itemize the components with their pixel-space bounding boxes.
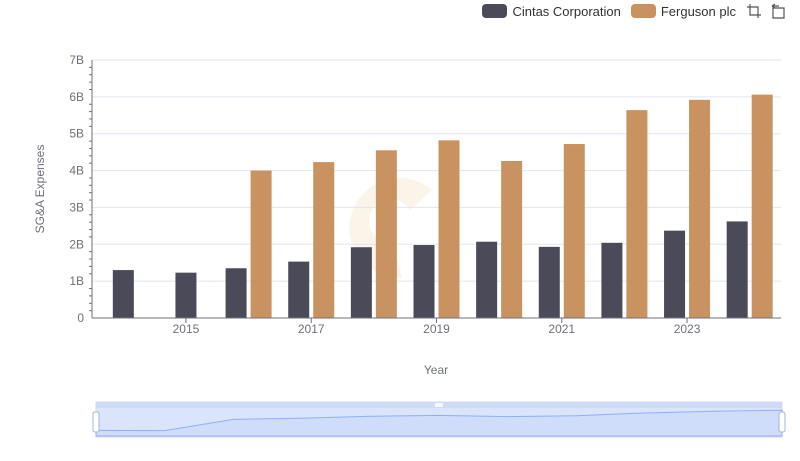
y-tick-label: 7B <box>69 53 84 67</box>
restore-icon[interactable] <box>770 3 786 19</box>
y-tick-label: 2B <box>69 237 84 251</box>
y-axis-title: SG&A Expenses <box>33 145 47 234</box>
y-tick-label: 4B <box>69 164 84 178</box>
x-tick-label: 2015 <box>173 322 200 336</box>
bar-ferguson-2023[interactable] <box>689 99 711 318</box>
legend-label-cintas: Cintas Corporation <box>512 3 621 19</box>
y-tick-label: 3B <box>69 200 84 214</box>
y-tick-label: 6B <box>69 90 84 104</box>
bar-cintas-2014[interactable] <box>112 270 134 318</box>
x-tick-label: 2023 <box>674 322 701 336</box>
chart-legend: Cintas Corporation Ferguson plc <box>482 3 786 19</box>
bar-ferguson-2017[interactable] <box>313 162 335 318</box>
data-zoom-slider[interactable] <box>92 401 786 438</box>
bar-ferguson-2018[interactable] <box>375 150 397 318</box>
x-tick-label: 2019 <box>423 322 450 336</box>
slider-handle-left[interactable] <box>92 411 100 433</box>
legend-swatch-ferguson <box>630 4 656 18</box>
bar-ferguson-2020[interactable] <box>501 160 523 318</box>
bar-cintas-2023[interactable] <box>664 230 686 318</box>
bar-ferguson-2016[interactable] <box>250 170 272 318</box>
bar-cintas-2016[interactable] <box>225 268 247 318</box>
x-tick-label: 2017 <box>298 322 325 336</box>
x-axis-title: Year <box>424 363 448 377</box>
chart-toolbox <box>746 3 786 19</box>
bar-ferguson-2019[interactable] <box>438 140 460 318</box>
bar-cintas-2015[interactable] <box>175 272 197 318</box>
slider-handle-right[interactable] <box>778 411 786 433</box>
y-tick-label: 5B <box>69 127 84 141</box>
bar-ferguson-2024[interactable] <box>751 94 773 318</box>
legend-item-ferguson[interactable]: Ferguson plc <box>630 3 736 19</box>
zoom-icon[interactable] <box>746 3 762 19</box>
bar-cintas-2020[interactable] <box>476 241 498 318</box>
bar-cintas-2022[interactable] <box>601 242 623 318</box>
slider-drag-handle[interactable] <box>435 403 443 407</box>
bar-cintas-2019[interactable] <box>413 245 435 318</box>
x-tick-label: 2021 <box>548 322 575 336</box>
bar-ferguson-2022[interactable] <box>626 110 648 318</box>
bar-cintas-2024[interactable] <box>726 221 748 318</box>
y-tick-label: 0 <box>77 311 84 325</box>
bar-cintas-2018[interactable] <box>350 247 372 318</box>
y-tick-label: 1B <box>69 274 84 288</box>
bar-ferguson-2021[interactable] <box>563 144 585 318</box>
bar-cintas-2021[interactable] <box>538 246 560 318</box>
legend-swatch-cintas <box>482 4 508 18</box>
bar-cintas-2017[interactable] <box>288 261 310 318</box>
legend-item-cintas[interactable]: Cintas Corporation <box>482 3 621 19</box>
legend-label-ferguson: Ferguson plc <box>660 3 736 19</box>
